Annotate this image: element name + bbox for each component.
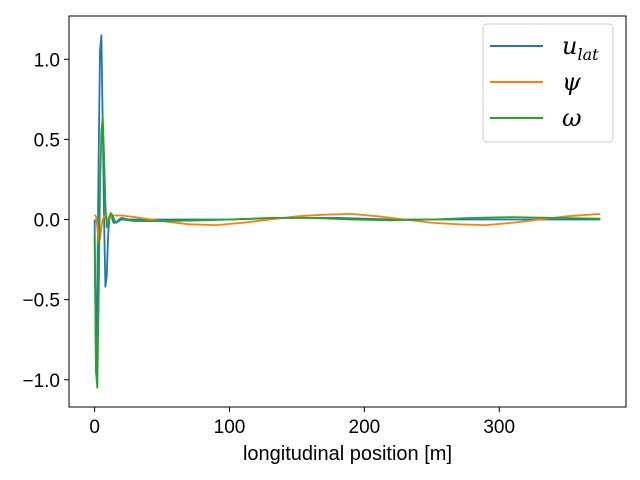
x-tick-label: 0 (89, 417, 100, 438)
y-tick-label: −0.5 (22, 291, 60, 312)
x-tick-label: 100 (214, 417, 246, 438)
axes-border (68, 15, 627, 408)
y-ticks: −1.0 −0.5 0.0 0.5 1.0 (22, 50, 69, 392)
plot-lines (93, 34, 601, 389)
legend-box (482, 23, 614, 143)
x-tick-label: 200 (349, 417, 381, 438)
legend: ulat ψω (482, 23, 614, 143)
x-ticks: 0 100 200 300 (89, 407, 515, 438)
axes-frame (68, 15, 627, 408)
y-tick-label: 1.0 (34, 50, 60, 71)
series-line-2 (93, 116, 601, 389)
legend-entry: ω (562, 104, 582, 132)
series-line-1 (93, 213, 601, 245)
legend-entry: ulat (562, 32, 599, 64)
y-tick-label: 0.0 (34, 211, 60, 232)
legend-entry: ψ (562, 68, 582, 96)
y-tick-label: −1.0 (22, 371, 60, 392)
y-tick-label: 0.5 (34, 130, 60, 151)
x-tick-label: 300 (483, 417, 515, 438)
x-axis-label: longitudinal position [m] (243, 443, 452, 465)
